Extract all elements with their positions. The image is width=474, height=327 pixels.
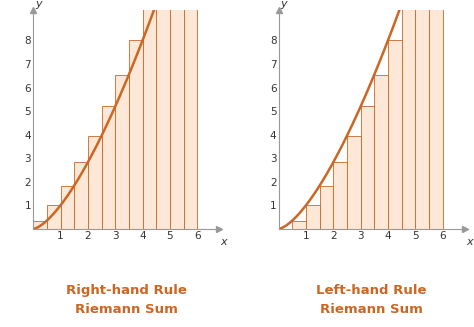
Bar <box>347 136 361 229</box>
Bar <box>415 0 429 229</box>
Bar <box>88 136 101 229</box>
Bar <box>333 162 347 229</box>
Bar <box>101 107 115 229</box>
Bar <box>143 4 156 229</box>
Bar <box>115 75 129 229</box>
Bar <box>306 205 319 229</box>
Text: Right-hand Rule
Riemann Sum: Right-hand Rule Riemann Sum <box>66 284 187 317</box>
Bar <box>170 0 183 229</box>
Text: x: x <box>220 237 227 247</box>
Bar <box>361 107 374 229</box>
Bar <box>374 75 388 229</box>
Bar <box>33 221 47 229</box>
Bar <box>292 221 306 229</box>
Text: y: y <box>35 0 41 9</box>
Text: x: x <box>466 237 473 247</box>
Bar <box>401 4 415 229</box>
Text: Left-hand Rule
Riemann Sum: Left-hand Rule Riemann Sum <box>316 284 427 317</box>
Text: y: y <box>280 0 287 9</box>
Bar <box>429 0 443 229</box>
Bar <box>388 41 401 229</box>
Bar <box>183 0 197 229</box>
Bar <box>47 205 61 229</box>
Bar <box>61 186 74 229</box>
Bar <box>74 162 88 229</box>
Bar <box>156 0 170 229</box>
Bar <box>129 41 143 229</box>
Bar <box>319 186 333 229</box>
